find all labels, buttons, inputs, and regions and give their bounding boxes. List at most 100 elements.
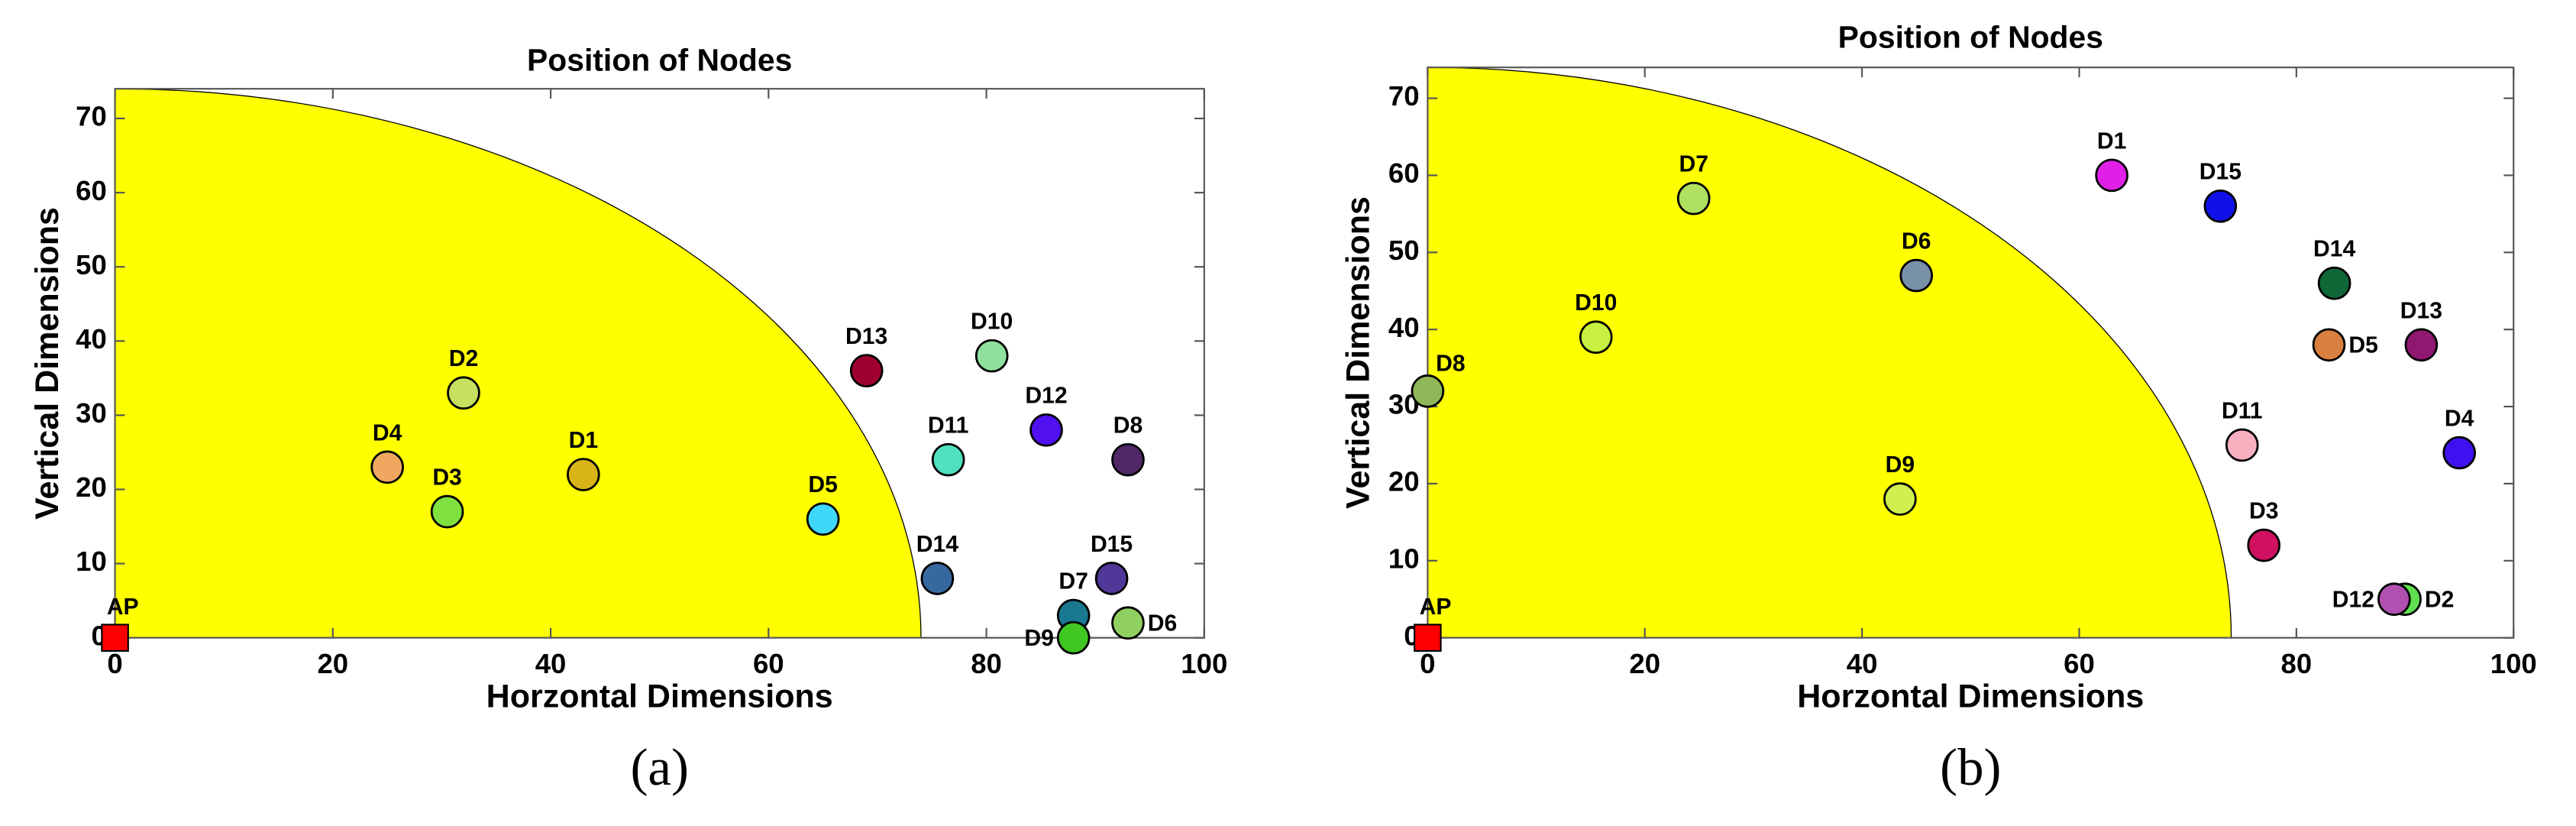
node-label: D5 [808, 472, 838, 497]
node-marker [1676, 181, 1711, 215]
node-marker [1056, 620, 1091, 655]
x-tick-label: 80 [971, 648, 1002, 679]
node-label: D1 [2097, 128, 2127, 154]
x-tick-label: 0 [107, 648, 122, 679]
node-marker [2404, 328, 2439, 362]
node-marker [2442, 436, 2476, 470]
node-label: D7 [1059, 568, 1088, 594]
y-tick-label: 50 [1388, 235, 1420, 266]
y-tick-label: 60 [76, 175, 107, 206]
node-label: D13 [845, 324, 887, 349]
node-marker [2095, 158, 2128, 193]
x-tick-label: 40 [1847, 648, 1878, 679]
node-label: D10 [971, 309, 1013, 335]
node-label: D6 [1148, 611, 1178, 636]
node-marker [931, 442, 965, 477]
x-tick-label: 0 [1420, 648, 1435, 679]
y-tick-label: 60 [1388, 157, 1420, 189]
node-label: D14 [2313, 237, 2355, 262]
node-label: D8 [1113, 413, 1143, 439]
node-marker [370, 450, 404, 484]
x-tick-label: 40 [535, 648, 567, 679]
node-label: D15 [2199, 160, 2241, 185]
y-tick-label: 70 [1388, 80, 1420, 112]
x-tick-label: 100 [2490, 648, 2537, 679]
y-tick-label: 10 [76, 546, 107, 577]
node-label: D9 [1886, 452, 1915, 478]
node-label: D4 [2445, 407, 2474, 432]
node-label: D4 [373, 420, 402, 445]
plot-frame [1427, 66, 2515, 639]
y-tick-label: 20 [1388, 466, 1420, 497]
node-label: D6 [1902, 229, 1931, 254]
node-label: D3 [2249, 499, 2279, 524]
y-tick-label: 30 [76, 397, 107, 429]
node-marker [1411, 374, 1445, 408]
caption: (a) [630, 738, 688, 796]
node-marker [1094, 562, 1129, 595]
x-tick-label: 60 [753, 648, 784, 679]
node-marker [1111, 442, 1145, 477]
node-label: D2 [2425, 587, 2455, 612]
coverage-area [115, 89, 922, 638]
y-axis-label: Vertical Dimensions [1340, 196, 1377, 509]
chart-title: Position of Nodes [527, 43, 792, 78]
x-tick-label: 80 [2281, 648, 2313, 679]
node-marker [1029, 413, 1063, 447]
node-marker [1883, 482, 1917, 516]
node-label: D13 [2400, 298, 2442, 323]
node-label: D5 [2348, 332, 2378, 358]
node-label: D2 [449, 346, 479, 371]
node-label: D15 [1091, 532, 1133, 557]
node-marker [2312, 328, 2346, 362]
chart-title: Position of Nodes [1838, 19, 2103, 54]
caption: (b) [1940, 738, 2001, 796]
x-axis-label: Horzontal Dimensions [486, 679, 833, 715]
ap-label: AP [107, 594, 139, 620]
node-label: D12 [2332, 587, 2374, 612]
node-marker [2247, 528, 2281, 562]
node-label: D10 [1575, 290, 1617, 316]
node-marker [2377, 582, 2411, 617]
node-marker [567, 458, 600, 491]
y-tick-label: 40 [76, 323, 107, 355]
node-marker [2225, 428, 2259, 462]
node-marker [1111, 606, 1145, 640]
y-tick-label: 50 [76, 249, 107, 280]
node-marker [2317, 266, 2351, 300]
x-tick-label: 20 [1629, 648, 1660, 679]
ap-marker [1414, 624, 1442, 652]
x-tick-label: 20 [317, 648, 348, 679]
node-marker [447, 376, 480, 410]
node-marker [974, 338, 1009, 373]
coverage-area [1427, 67, 2232, 638]
node-marker [849, 354, 884, 387]
node-label: D12 [1025, 384, 1067, 409]
plot-frame [114, 88, 1205, 639]
node-label: D8 [1436, 351, 1466, 376]
x-axis-label: Horzontal Dimensions [1797, 679, 2144, 715]
ap-label: AP [1420, 594, 1452, 620]
ap-marker [101, 624, 129, 652]
y-axis-label: Vertical Dimensions [29, 207, 66, 520]
node-marker [806, 502, 840, 536]
node-label: D11 [2222, 398, 2263, 423]
y-tick-label: 20 [76, 471, 107, 503]
node-marker [2203, 189, 2238, 223]
node-label: D9 [1024, 626, 1054, 651]
y-tick-label: 10 [1388, 543, 1420, 574]
x-tick-label: 100 [1181, 648, 1227, 679]
node-label: D7 [1679, 152, 1708, 177]
node-label: D14 [916, 532, 958, 557]
node-marker [430, 494, 464, 529]
node-label: D3 [432, 465, 462, 491]
node-label: D11 [928, 413, 969, 439]
x-tick-label: 60 [2064, 648, 2095, 679]
node-label: D1 [569, 428, 599, 453]
y-tick-label: 40 [1388, 312, 1420, 343]
node-marker [920, 562, 955, 595]
